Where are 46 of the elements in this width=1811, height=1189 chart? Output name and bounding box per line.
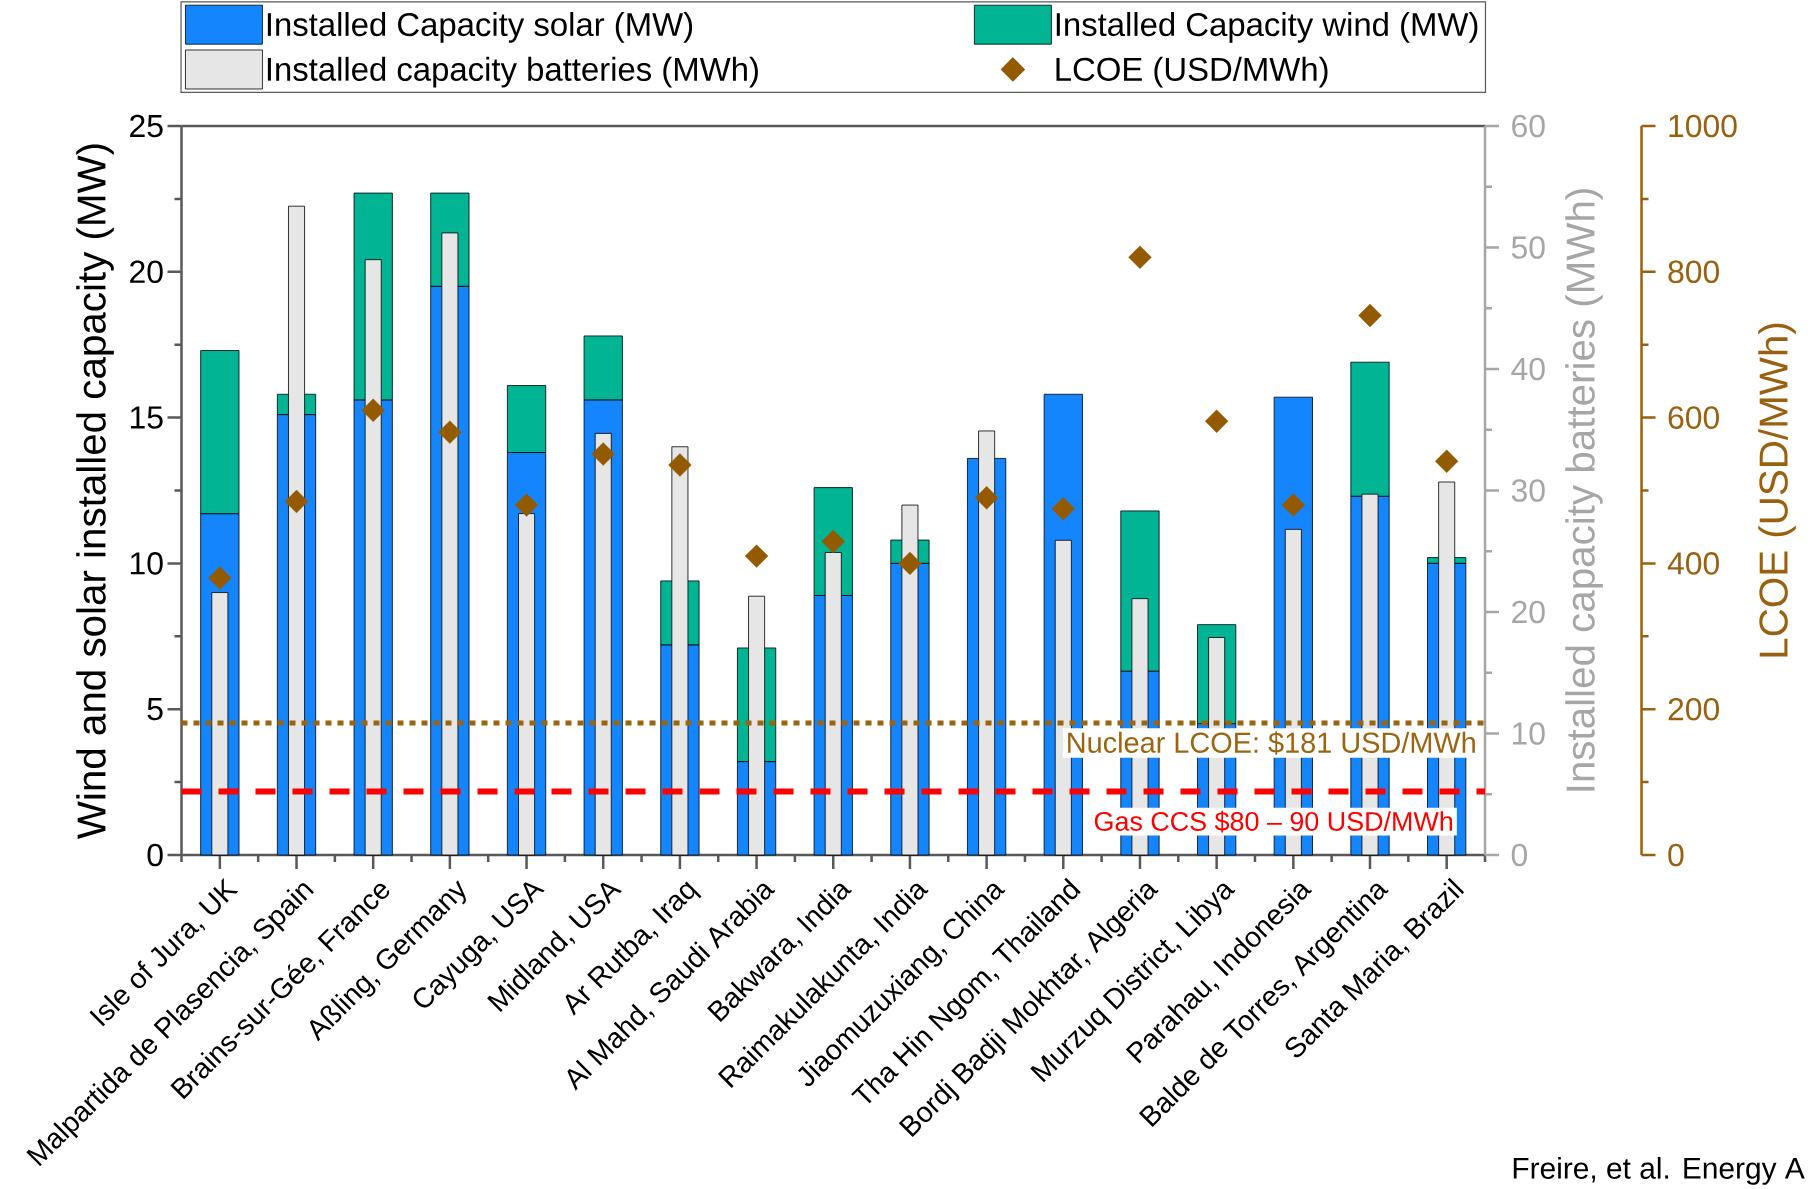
y2-tick-label: 50 xyxy=(1511,236,1545,259)
point xyxy=(361,398,385,422)
y2-tick-label: 60 xyxy=(1512,114,1545,138)
y2-tick-label: 40 xyxy=(1511,357,1545,381)
legend-label: Installed Capacity solar (MW) xyxy=(267,12,693,43)
y-tick-label: 0 xyxy=(147,843,163,867)
point xyxy=(744,544,769,568)
y3-tick-label: 1000 xyxy=(1669,114,1737,138)
point xyxy=(1435,449,1459,473)
y3-axis-title: LCOE (USD/MWh) xyxy=(1758,323,1796,657)
y3-tick-label: 200 xyxy=(1668,697,1719,721)
point xyxy=(974,486,999,510)
ref-line-label: Gas CCS $80 – 90 USD/MWh xyxy=(1094,810,1453,833)
legend-label: LCOE (USD/MWh) xyxy=(1056,56,1328,88)
point xyxy=(514,493,539,517)
point xyxy=(284,489,309,514)
point xyxy=(1281,493,1305,517)
y3-tick-label: 400 xyxy=(1667,552,1719,575)
point xyxy=(898,551,922,576)
y2-tick-label: 10 xyxy=(1512,722,1545,745)
point xyxy=(208,566,232,590)
y2-axis-title: Installed capacity batteries (MWh) xyxy=(1565,189,1603,791)
y-tick-label: 15 xyxy=(130,406,163,429)
y2-tick-label: 20 xyxy=(1512,600,1545,624)
y-tick-label: 25 xyxy=(130,114,163,138)
text: Freire, et al. Energy A xyxy=(1513,1156,1805,1185)
point xyxy=(1358,303,1382,328)
y-tick-label: 5 xyxy=(147,698,163,721)
y2-tick-label: 30 xyxy=(1511,479,1545,502)
point xyxy=(1204,409,1229,433)
point xyxy=(821,529,845,554)
y2-tick-label: 0 xyxy=(1511,843,1528,867)
point xyxy=(668,453,692,477)
y-tick-label: 10 xyxy=(130,552,163,575)
point xyxy=(1051,497,1075,521)
legend-label: Installed capacity batteries (MWh) xyxy=(267,56,758,88)
ref-line-label: Nuclear LCOE: $181 USD/MWh xyxy=(1068,731,1475,755)
y3-tick-label: 800 xyxy=(1668,260,1719,284)
point xyxy=(591,442,615,466)
y3-tick-label: 600 xyxy=(1668,406,1719,429)
legend-label: Installed Capacity wind (MW) xyxy=(1056,12,1478,43)
y3-tick-label: 0 xyxy=(1668,843,1684,867)
point xyxy=(438,420,462,444)
y-axis-title: Wind and solar installed capacity (MW) xyxy=(76,144,114,840)
point xyxy=(1128,245,1152,269)
y-tick-label: 20 xyxy=(130,260,163,284)
